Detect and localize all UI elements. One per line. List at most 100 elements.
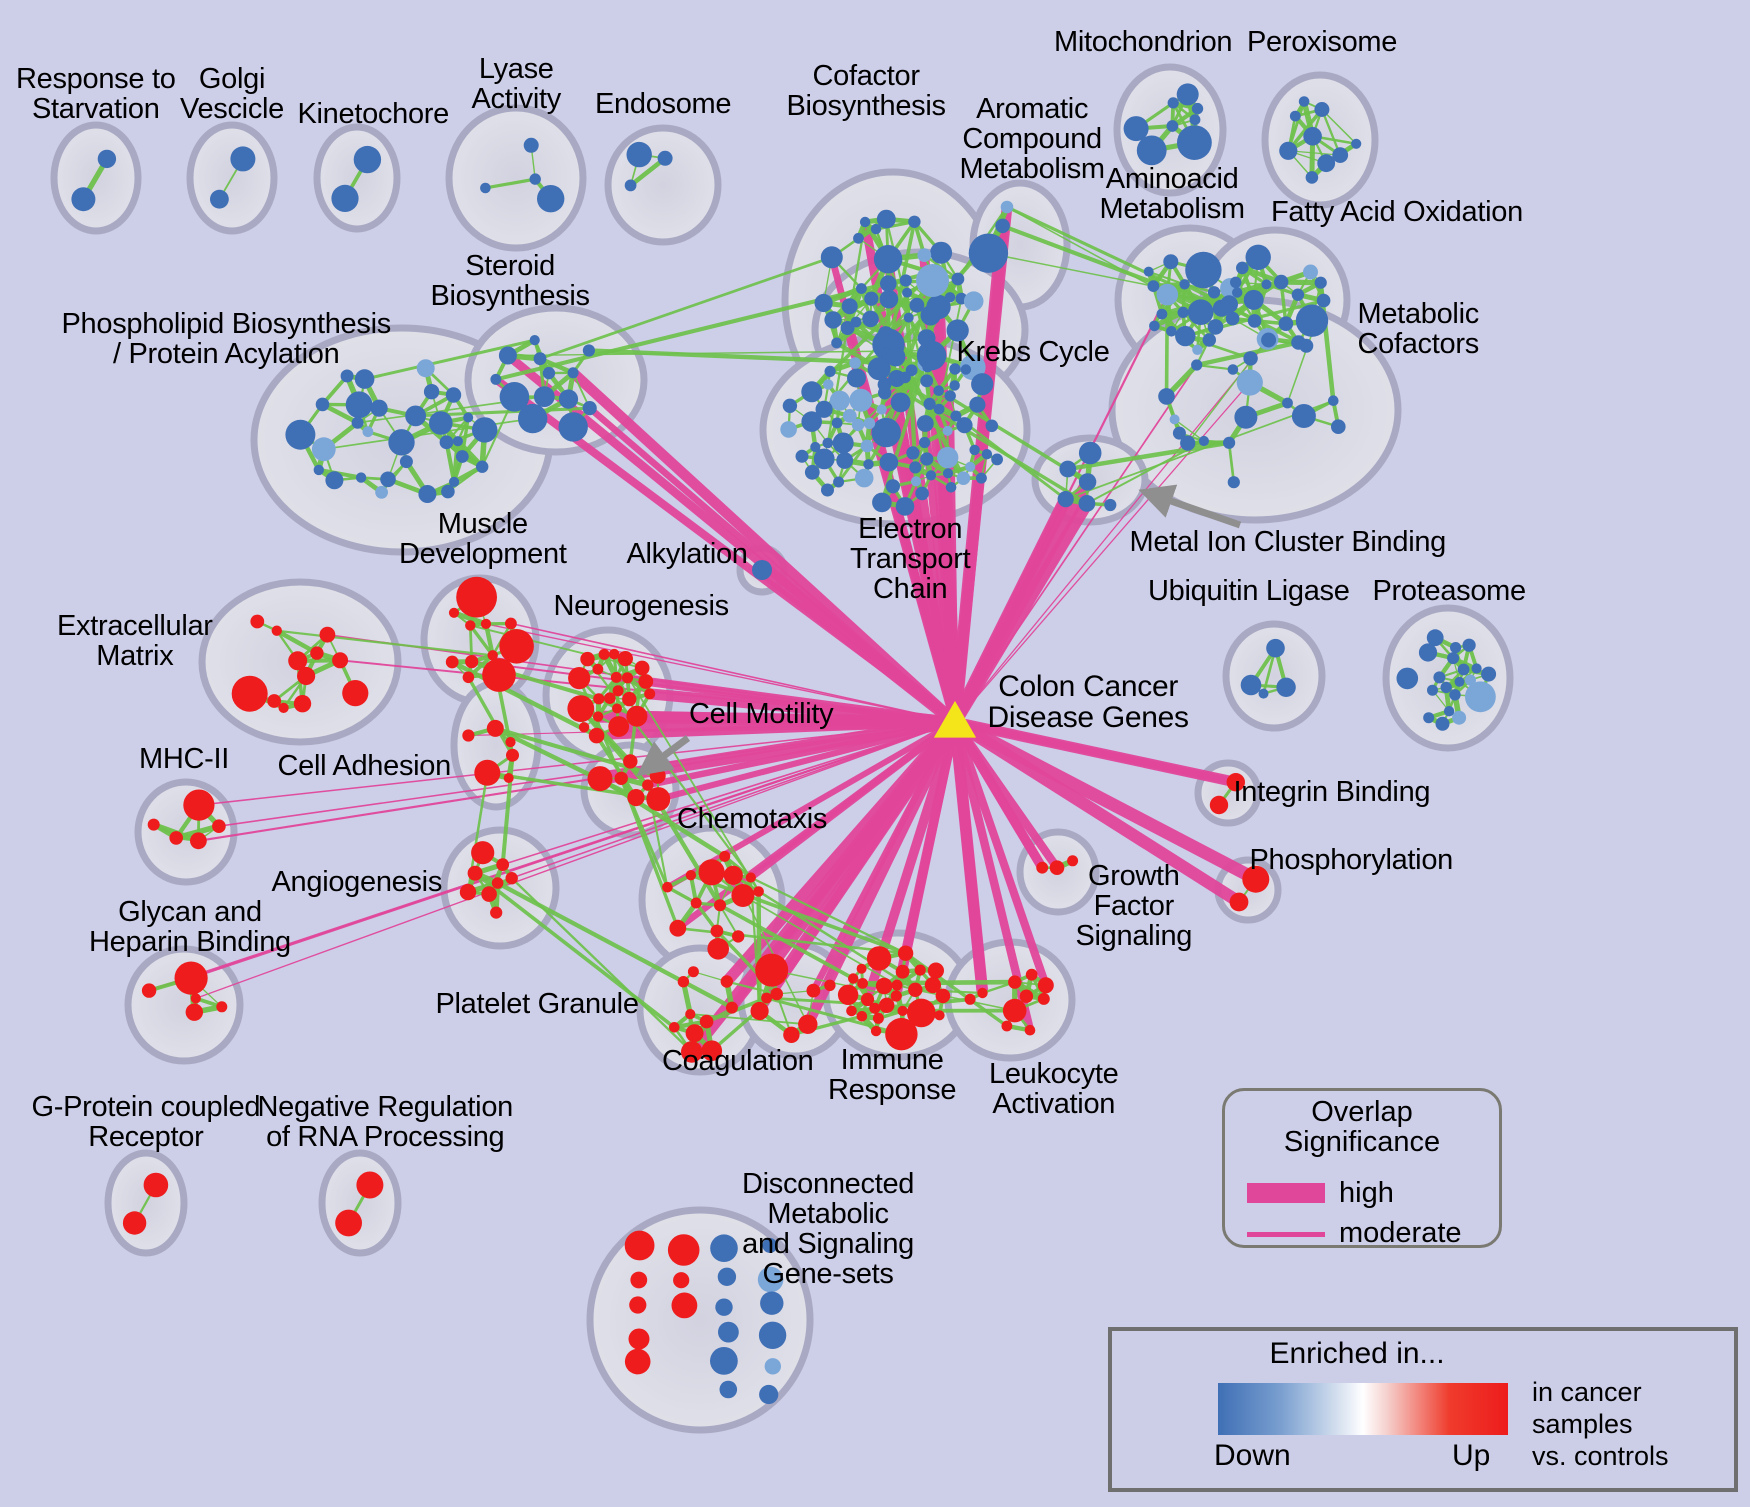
gene-set-node[interactable] — [467, 865, 483, 881]
gene-set-node[interactable] — [1207, 319, 1224, 335]
gene-set-node[interactable] — [824, 365, 836, 377]
gene-set-node[interactable] — [764, 1358, 781, 1375]
gene-set-node[interactable] — [863, 417, 876, 430]
gene-set-node[interactable] — [1278, 316, 1294, 332]
gene-set-node[interactable] — [1057, 491, 1074, 508]
gene-set-node[interactable] — [1008, 975, 1022, 989]
gene-set-node[interactable] — [1169, 414, 1180, 425]
gene-set-node[interactable] — [578, 722, 590, 733]
gene-set-node[interactable] — [770, 987, 783, 1001]
gene-set-node[interactable] — [856, 963, 867, 974]
gene-set-node[interactable] — [714, 899, 726, 912]
gene-set-node[interactable] — [715, 1298, 733, 1316]
gene-set-node[interactable] — [1443, 706, 1455, 717]
gene-set-node[interactable] — [937, 446, 959, 469]
gene-set-node[interactable] — [935, 988, 951, 1004]
gene-set-node[interactable] — [859, 216, 871, 228]
gene-set-node[interactable] — [465, 620, 476, 631]
gene-set-node[interactable] — [710, 1347, 738, 1375]
gene-set-node[interactable] — [1078, 441, 1102, 465]
gene-set-node[interactable] — [1225, 311, 1240, 326]
gene-set-node[interactable] — [429, 411, 453, 435]
gene-set-node[interactable] — [878, 386, 892, 400]
gene-set-node[interactable] — [1227, 476, 1240, 489]
gene-set-node[interactable] — [582, 344, 596, 357]
gene-set-node[interactable] — [871, 417, 901, 448]
gene-set-node[interactable] — [288, 651, 308, 671]
gene-set-node[interactable] — [1176, 83, 1199, 106]
gene-set-node[interactable] — [899, 274, 912, 287]
gene-set-node[interactable] — [499, 629, 534, 664]
gene-set-node[interactable] — [685, 870, 697, 881]
gene-set-node[interactable] — [1191, 359, 1203, 371]
gene-set-node[interactable] — [608, 648, 620, 660]
gene-set-node[interactable] — [890, 392, 911, 413]
gene-set-node[interactable] — [496, 858, 510, 871]
gene-set-node[interactable] — [1104, 498, 1117, 512]
gene-set-node[interactable] — [608, 716, 630, 737]
gene-set-node[interactable] — [1289, 110, 1301, 122]
gene-set-node[interactable] — [671, 1292, 698, 1319]
gene-set-node[interactable] — [216, 1001, 228, 1013]
gene-set-node[interactable] — [332, 652, 349, 669]
gene-set-node[interactable] — [506, 748, 519, 762]
gene-set-node[interactable] — [842, 409, 857, 423]
gene-set-node[interactable] — [1276, 677, 1296, 697]
gene-set-node[interactable] — [1303, 127, 1322, 146]
gene-set-node[interactable] — [445, 655, 459, 669]
gene-set-node[interactable] — [313, 464, 324, 476]
gene-set-node[interactable] — [529, 173, 541, 185]
gene-set-node[interactable] — [634, 660, 650, 676]
gene-set-node[interactable] — [331, 184, 359, 212]
gene-set-node[interactable] — [919, 436, 931, 449]
gene-set-node[interactable] — [630, 1271, 648, 1289]
gene-set-node[interactable] — [1232, 287, 1243, 298]
gene-set-node[interactable] — [499, 382, 530, 412]
gene-set-node[interactable] — [362, 426, 374, 438]
gene-set-node[interactable] — [821, 483, 834, 497]
gene-set-node[interactable] — [267, 694, 282, 708]
gene-set-node[interactable] — [829, 390, 850, 411]
gene-set-node[interactable] — [1167, 97, 1179, 109]
gene-set-node[interactable] — [1163, 254, 1179, 270]
gene-set-node[interactable] — [1236, 369, 1263, 396]
gene-set-node[interactable] — [325, 471, 344, 490]
gene-set-node[interactable] — [903, 312, 914, 323]
gene-set-node[interactable] — [824, 311, 842, 329]
gene-set-node[interactable] — [685, 1009, 696, 1020]
gene-set-node[interactable] — [568, 667, 591, 690]
gene-set-node[interactable] — [1166, 326, 1177, 337]
gene-set-node[interactable] — [910, 476, 922, 487]
gene-set-node[interactable] — [1192, 344, 1203, 355]
gene-set-node[interactable] — [1172, 426, 1186, 440]
gene-set-node[interactable] — [1481, 666, 1497, 682]
gene-set-node[interactable] — [1123, 116, 1149, 142]
gene-set-node[interactable] — [190, 993, 201, 1004]
gene-set-node[interactable] — [685, 1024, 704, 1043]
gene-set-node[interactable] — [481, 886, 497, 902]
gene-set-node[interactable] — [687, 966, 699, 978]
gene-set-node[interactable] — [1036, 861, 1049, 874]
gene-set-node[interactable] — [230, 146, 256, 172]
gene-set-node[interactable] — [285, 419, 316, 450]
gene-set-node[interactable] — [250, 614, 265, 629]
gene-set-node[interactable] — [1059, 460, 1077, 478]
gene-set-node[interactable] — [1295, 304, 1329, 337]
gene-set-node[interactable] — [580, 651, 595, 667]
gene-set-node[interactable] — [370, 399, 388, 417]
gene-set-node[interactable] — [927, 962, 945, 979]
gene-set-node[interactable] — [439, 435, 454, 450]
gene-set-node[interactable] — [869, 1002, 881, 1014]
gene-set-node[interactable] — [760, 1291, 784, 1315]
gene-set-node[interactable] — [1427, 684, 1438, 696]
cluster-ubiquitin-ligase[interactable] — [1222, 620, 1326, 732]
gene-set-node[interactable] — [698, 859, 725, 886]
gene-set-node[interactable] — [847, 368, 866, 388]
gene-set-node[interactable] — [505, 737, 516, 748]
gene-set-node[interactable] — [1179, 279, 1190, 290]
gene-set-node[interactable] — [890, 990, 902, 1002]
gene-set-node[interactable] — [718, 1321, 739, 1343]
gene-set-node[interactable] — [969, 444, 980, 456]
gene-set-node[interactable] — [1279, 141, 1298, 160]
gene-set-node[interactable] — [388, 429, 415, 456]
